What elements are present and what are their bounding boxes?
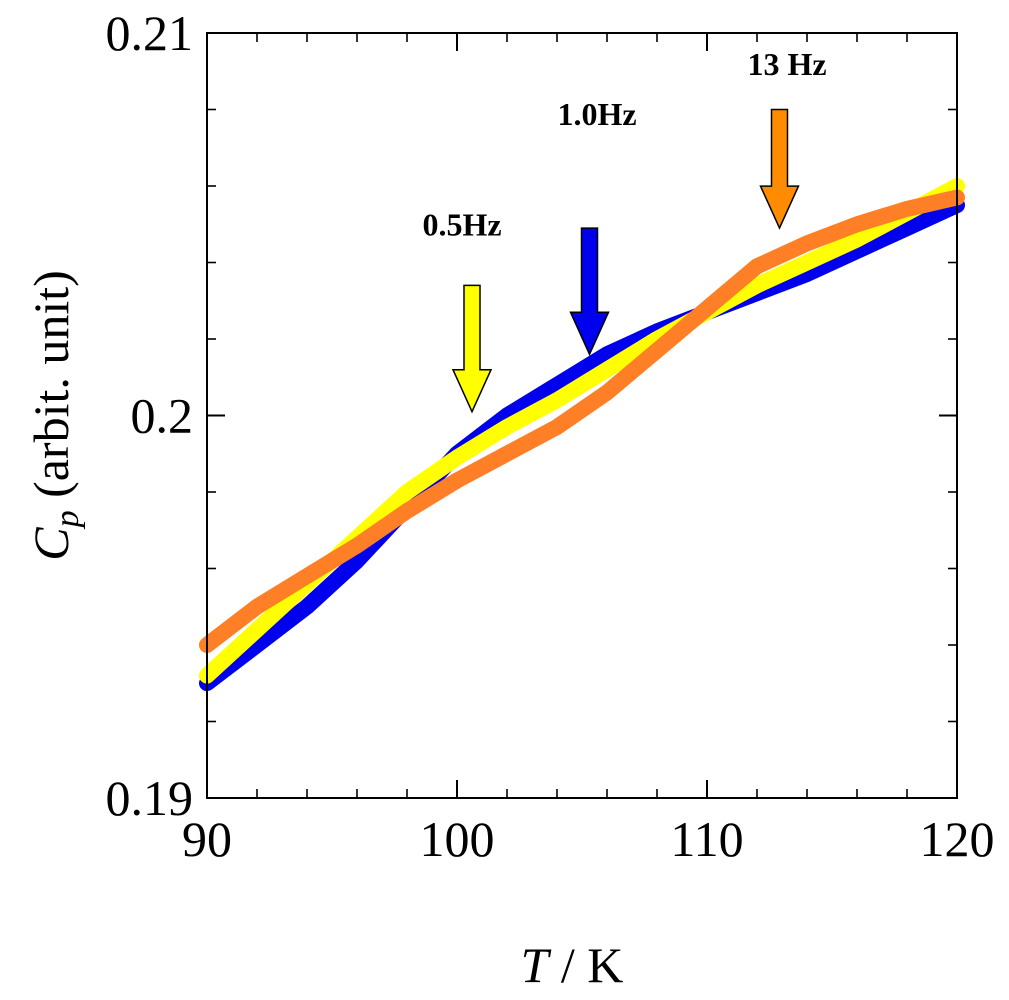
series-layer (199, 178, 965, 692)
y-axis-title-group: Cp (arbit. unit) (23, 270, 86, 561)
y-tick-label: 0.21 (106, 5, 194, 61)
y-tick-label: 0.19 (106, 770, 194, 826)
arrow-down-icon (759, 108, 800, 230)
annotation-label: 0.5Hz (422, 207, 501, 243)
x-axis-title-variable: T (521, 937, 552, 993)
y-tick-labels: 0.19 0.2 0.21 (106, 5, 194, 826)
y-tick-label: 0.2 (131, 388, 194, 444)
x-tick-labels: 90 100 110 120 (182, 811, 995, 867)
annotation-label: 13 Hz (747, 46, 826, 82)
y-axis-title-subscript: p (49, 510, 86, 529)
series-line-0-5hz (199, 197, 965, 692)
y-axis-title-variable: C (23, 527, 79, 561)
x-axis-title: T / K (521, 937, 624, 993)
y-axis-title-unit: (arbit. unit) (23, 270, 79, 510)
x-tick-label: 100 (420, 811, 495, 867)
series-line-13-hz (199, 189, 965, 653)
major-ticks (206, 32, 958, 799)
x-tick-label: 120 (920, 811, 995, 867)
y-axis-title: Cp (arbit. unit) (23, 270, 86, 561)
x-tick-label: 90 (182, 811, 232, 867)
annotations: 0.5Hz 1.0Hz 13 Hz (422, 46, 827, 414)
x-tick-label: 110 (670, 811, 743, 867)
arrow-down-icon (569, 227, 610, 357)
x-axis-title-unit: / K (548, 937, 623, 993)
annotation-label: 1.0Hz (557, 96, 636, 132)
arrow-down-icon (451, 284, 493, 414)
